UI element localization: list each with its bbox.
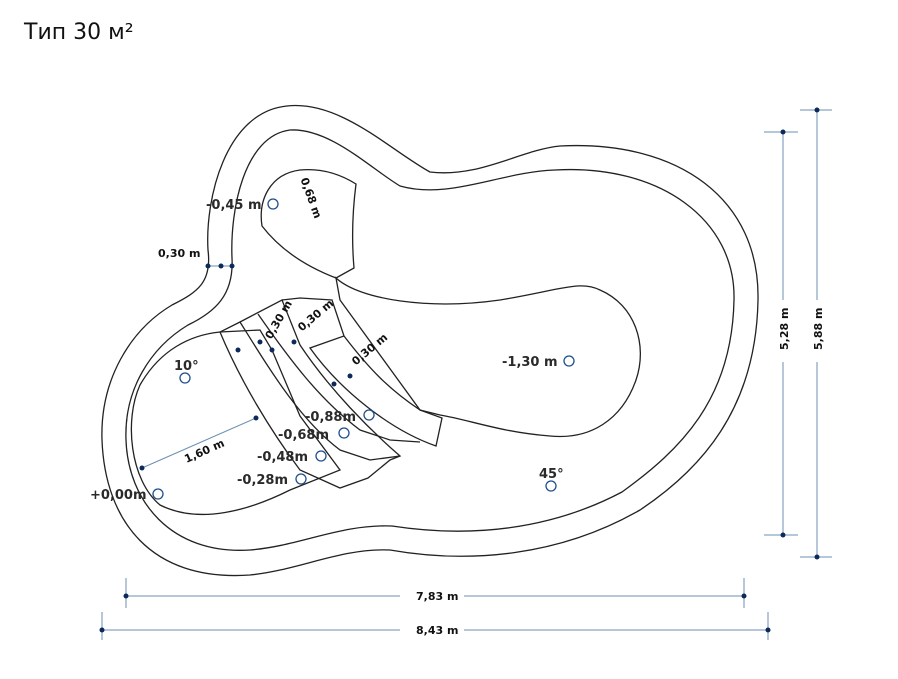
seat-depth-label: -0,45 m — [206, 198, 262, 213]
slope-deep-label: 45° — [539, 467, 564, 482]
width-outer-dimension: 8,43 m — [99, 612, 771, 640]
step-3 — [257, 313, 421, 443]
wall-thickness-label: 0,30 m — [158, 247, 200, 260]
shallow-floor — [130, 329, 342, 516]
depth-3-label: -0,68m — [278, 428, 329, 443]
depth-4-label: -0,88m — [305, 410, 356, 425]
slope-shallow-label: 10° — [174, 359, 199, 374]
depth-1-marker — [295, 473, 307, 485]
deep-depth-label: -1,30 m — [502, 355, 558, 370]
width-inner-label: 7,83 m — [416, 590, 458, 603]
width-outer-label: 8,43 m — [416, 624, 458, 637]
pool-coping-outline — [125, 129, 735, 551]
width-inner-dimension: 7,83 m — [123, 578, 747, 608]
seat-bench — [260, 168, 357, 279]
step-1 — [219, 299, 402, 489]
step3-width-label: 0,30 m — [349, 331, 390, 368]
height-outer-label: 5,88 m — [812, 308, 825, 350]
depth-3-marker — [338, 427, 350, 439]
depth-1-label: -0,28m — [237, 473, 288, 488]
depth-2-marker — [315, 450, 327, 462]
depth-2-label: -0,48m — [257, 450, 308, 465]
depth-0-marker — [152, 488, 164, 500]
depth-0-label: +0,00m — [90, 488, 147, 503]
seat-width-label: 0,68 m — [298, 176, 325, 220]
deep-floor — [335, 276, 641, 438]
depth-4-marker — [363, 409, 375, 421]
step-4 — [281, 297, 443, 447]
step2-width-label: 0,30 m — [295, 297, 336, 334]
height-outer-dimension: 5,88 m — [800, 107, 832, 560]
step-2 — [239, 321, 401, 461]
deep-depth-marker — [563, 355, 575, 367]
slope-deep-marker — [545, 480, 557, 492]
pool-outer-outline — [101, 104, 759, 577]
height-inner-dimension: 5,28 m — [764, 129, 798, 538]
slope-shallow-marker — [179, 372, 191, 384]
page-title: Тип 30 м² — [24, 20, 134, 45]
seat-depth-marker — [267, 198, 279, 210]
height-inner-label: 5,28 m — [778, 308, 791, 350]
